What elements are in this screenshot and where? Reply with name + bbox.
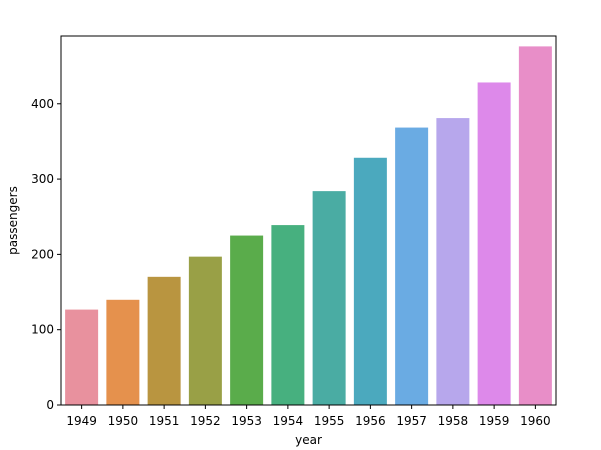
bar-1950 bbox=[106, 299, 140, 405]
y-tick-label: 300 bbox=[31, 172, 54, 186]
x-tick-label: 1956 bbox=[355, 414, 386, 428]
bar-1949 bbox=[65, 309, 99, 405]
x-tick-label: 1954 bbox=[273, 414, 304, 428]
y-tick-label: 200 bbox=[31, 247, 54, 261]
y-axis-ticks: 0 100 200 300 400 bbox=[31, 97, 61, 412]
plot-frame bbox=[60, 35, 557, 406]
x-tick-label: 1950 bbox=[108, 414, 139, 428]
bar-1951 bbox=[147, 276, 181, 405]
x-tick-label: 1951 bbox=[149, 414, 180, 428]
bar-1954 bbox=[271, 225, 305, 405]
bar-1952 bbox=[188, 256, 222, 405]
x-tick-label: 1949 bbox=[66, 414, 97, 428]
x-tick-label: 1957 bbox=[396, 414, 427, 428]
x-tick-label: 1958 bbox=[438, 414, 469, 428]
bars-group bbox=[65, 46, 552, 406]
bar-1958 bbox=[436, 118, 470, 405]
x-tick-label: 1955 bbox=[314, 414, 345, 428]
y-tick-label: 100 bbox=[31, 323, 54, 337]
bar-1957 bbox=[395, 127, 429, 406]
y-tick-label: 400 bbox=[31, 97, 54, 111]
y-tick-label: 0 bbox=[46, 398, 54, 412]
bar-1959 bbox=[477, 82, 511, 406]
x-tick-label: 1960 bbox=[520, 414, 551, 428]
x-tick-label: 1952 bbox=[190, 414, 221, 428]
x-axis-ticks: 1949 1950 1951 1952 1953 1954 1955 1956 1957 1958… bbox=[66, 405, 551, 428]
bar-1955 bbox=[312, 191, 346, 405]
x-tick-label: 1959 bbox=[479, 414, 510, 428]
x-axis-label: year bbox=[295, 433, 322, 447]
bar-1953 bbox=[230, 235, 264, 405]
bar-1960 bbox=[518, 46, 552, 406]
x-tick-label: 1953 bbox=[231, 414, 262, 428]
y-axis-label: passengers bbox=[6, 186, 20, 255]
bar-1956 bbox=[353, 157, 387, 405]
